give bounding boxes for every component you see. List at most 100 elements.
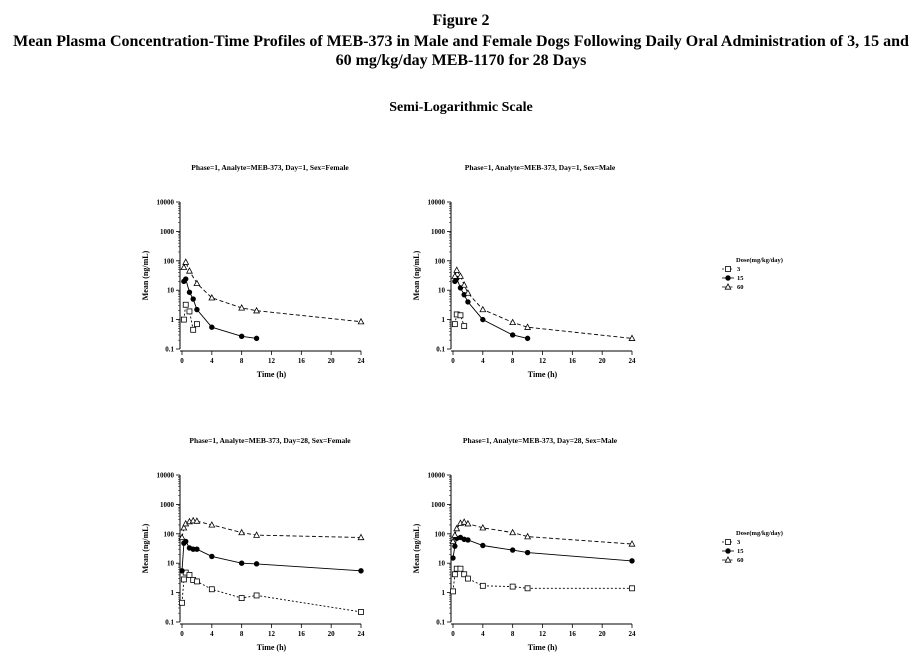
series-60-point: [180, 263, 188, 270]
legend-1: Dose(mg/kg/day) 3 15 60: [722, 257, 783, 291]
y-axis-label: Mean (ng/mL): [141, 523, 150, 573]
series-60-point: [509, 318, 517, 326]
series-15-point: [358, 568, 364, 574]
x-tick-label: 0: [180, 630, 184, 638]
series-3-point: [253, 592, 260, 599]
y-tick-label: 10000: [428, 199, 446, 207]
y-tick-label: 0.1: [165, 619, 174, 627]
series-60-point: [628, 334, 636, 341]
series-15: [450, 534, 635, 564]
y-tick-label: 1000: [431, 501, 446, 509]
series-15-point: [509, 332, 516, 338]
series-15-point: [209, 553, 215, 560]
series-60: [178, 516, 365, 541]
chart-panel-1: Phase=1, Analyte=MEB-373, Day=1, Sex=Fem…: [141, 163, 365, 379]
series-3-point: [461, 571, 468, 578]
series-15-point: [209, 324, 215, 330]
series-3-point: [179, 599, 185, 606]
series-15-point: [190, 296, 196, 302]
y-tick-label: 100: [164, 257, 175, 265]
y-tick-label: 10000: [157, 199, 175, 207]
legend-entry-label: 15: [737, 275, 744, 282]
series-3-point: [465, 575, 471, 582]
figure-subtitle: Semi-Logarithmic Scale: [389, 100, 533, 115]
series-3-point: [182, 301, 189, 308]
series-15-line: [452, 537, 633, 562]
series-3-point: [457, 565, 464, 572]
series-15-point: [452, 543, 458, 549]
series-3-point: [194, 578, 200, 585]
series-60-point: [208, 521, 216, 528]
series-15-point: [465, 537, 471, 543]
series-15-point: [194, 546, 200, 552]
series-15-point: [183, 276, 189, 282]
x-tick-label: 24: [358, 357, 366, 365]
y-tick-label: 1000: [160, 501, 175, 509]
legend-60-point: [724, 283, 732, 290]
series-60-point: [180, 523, 188, 531]
x-tick-label: 24: [629, 630, 637, 638]
series-60-point: [479, 523, 487, 531]
x-tick-label: 12: [268, 357, 276, 365]
series-15-point: [465, 299, 471, 305]
series-3-point: [509, 583, 516, 590]
x-axis-label: Time (h): [257, 643, 287, 652]
series-3-line: [452, 568, 632, 592]
x-tick-label: 20: [328, 357, 336, 365]
series-3-point: [186, 571, 193, 578]
y-tick-label: 1: [171, 589, 175, 597]
series-60-point: [464, 289, 472, 296]
series-60-point: [178, 533, 186, 541]
series-15-point: [238, 333, 245, 340]
legend-2: Dose(mg/kg/day) 3 15 60: [722, 530, 783, 564]
panel-title: Phase=1, Analyte=MEB-373, Day=1, Sex=Fem…: [191, 163, 349, 172]
y-tick-label: 10: [167, 560, 175, 568]
series-60-line: [454, 269, 633, 339]
y-tick-label: 1: [442, 589, 446, 597]
y-tick-label: 1000: [160, 228, 175, 236]
y-tick-label: 0.1: [436, 346, 445, 354]
legend-entry-label: 15: [737, 548, 744, 555]
series-15-point: [524, 549, 531, 556]
figure-number: Figure 2: [432, 12, 490, 29]
x-tick-label: 12: [268, 630, 276, 638]
series-15-point: [194, 306, 200, 313]
panel-title: Phase=1, Analyte=MEB-373, Day=1, Sex=Mal…: [465, 163, 616, 172]
series-60: [180, 258, 365, 325]
y-tick-label: 100: [435, 257, 446, 265]
legend-3-point: [725, 539, 731, 545]
y-tick-label: 10: [167, 287, 175, 295]
series-3-point: [461, 323, 468, 330]
y-tick-label: 10: [438, 287, 446, 295]
x-tick-label: 24: [358, 630, 366, 638]
y-tick-label: 10000: [157, 472, 175, 480]
series-3-line: [454, 313, 465, 327]
legend-entry-label: 60: [737, 284, 744, 291]
y-tick-label: 1000: [431, 228, 446, 236]
series-60-line: [181, 520, 362, 538]
y-tick-label: 100: [435, 530, 446, 538]
x-tick-label: 12: [539, 357, 547, 365]
y-axis-label: Mean (ng/mL): [412, 250, 421, 300]
series-60-point: [193, 279, 201, 287]
x-tick-label: 4: [481, 357, 485, 365]
series-3-point: [190, 326, 197, 333]
series-60: [449, 518, 636, 547]
x-axis-label: Time (h): [528, 643, 558, 652]
series-15-point: [524, 335, 531, 342]
series-60-point: [189, 516, 197, 524]
series-3-point: [451, 321, 458, 328]
series-60-line: [183, 260, 362, 323]
y-tick-label: 10000: [428, 472, 446, 480]
y-axis-label: Mean (ng/mL): [412, 523, 421, 573]
series-15-point: [629, 558, 635, 564]
legend-entry-label: 3: [737, 266, 741, 273]
series-3: [450, 565, 635, 595]
series-60-point: [456, 272, 464, 279]
x-tick-label: 16: [298, 357, 306, 365]
legend-3-point: [725, 266, 731, 272]
series-15-point: [186, 289, 193, 295]
series-15: [179, 538, 364, 574]
series-15-point: [238, 560, 245, 566]
